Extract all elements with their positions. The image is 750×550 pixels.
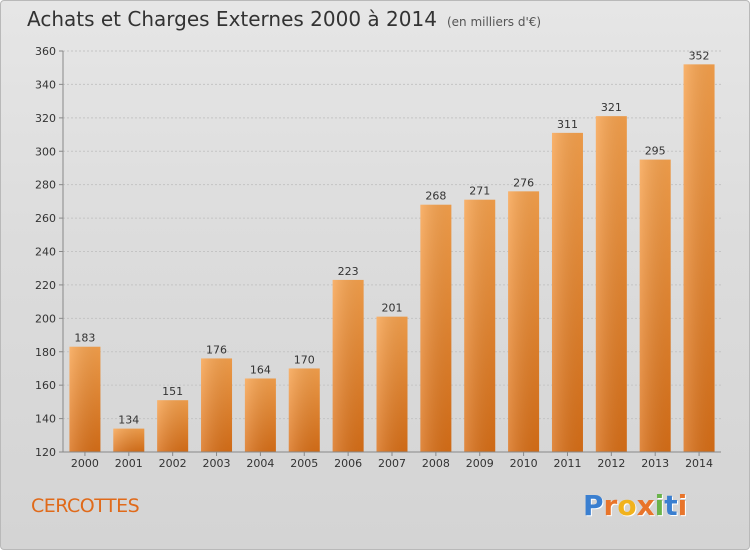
y-tick-label: 320 <box>35 112 56 125</box>
bar-shade-2007 <box>376 316 408 452</box>
x-tick-label-2006: 2006 <box>334 457 362 470</box>
logo-letter: i <box>677 489 688 522</box>
x-tick-label-2011: 2011 <box>553 457 581 470</box>
bar-shade-2005 <box>288 368 320 452</box>
y-tick-label: 180 <box>35 346 56 359</box>
logo-letter: r <box>603 489 618 522</box>
x-tick-label-2002: 2002 <box>159 457 187 470</box>
value-label-2006: 223 <box>338 265 359 278</box>
y-tick-label: 120 <box>35 446 56 459</box>
bar-shade-2014 <box>683 64 715 452</box>
value-label-2014: 352 <box>689 49 710 62</box>
bar-shade-2013 <box>639 159 671 452</box>
y-tick-label: 260 <box>35 212 56 225</box>
y-tick-label: 200 <box>35 312 56 325</box>
bar-shade-2010 <box>508 191 540 452</box>
logo-letter: o <box>617 489 637 522</box>
bar-shade-2011 <box>551 132 583 452</box>
value-label-2008: 268 <box>425 190 446 203</box>
value-label-2000: 183 <box>74 332 95 345</box>
x-tick-label-2013: 2013 <box>641 457 669 470</box>
commune-name: CERCOTTES <box>31 495 140 517</box>
x-axis: 2000 2001 2002 2003 2004 2005 2006 2007 2008 2009… <box>63 451 721 470</box>
x-tick-label-2010: 2010 <box>510 457 538 470</box>
bar-shade-2009 <box>464 199 496 452</box>
x-tick-label-2005: 2005 <box>290 457 318 470</box>
proxiti-logo: Proxiti <box>583 489 687 522</box>
bar-shade-2004 <box>244 378 276 452</box>
value-label-2001: 134 <box>118 414 139 427</box>
y-axis: 120 140 160 180 200 220 240 260 280 300 320 340 360 <box>35 45 64 459</box>
y-tick-label: 340 <box>35 78 56 91</box>
x-tick-label-2009: 2009 <box>466 457 494 470</box>
chart-title: Achats et Charges Externes 2000 à 2014 (e… <box>27 7 541 31</box>
bar-shade-2001 <box>113 428 145 452</box>
value-label-2012: 321 <box>601 101 622 114</box>
value-label-2013: 295 <box>645 145 666 158</box>
bar-shade-2002 <box>157 400 189 452</box>
logo-letter: t <box>664 489 678 522</box>
x-tick-label-2003: 2003 <box>203 457 231 470</box>
chart-subtitle: (en milliers d'€) <box>446 15 542 29</box>
value-label-2005: 170 <box>294 353 315 366</box>
value-label-2009: 271 <box>469 185 490 198</box>
y-tick-label: 160 <box>35 379 56 392</box>
value-label-2010: 276 <box>513 176 534 189</box>
x-tick-label-2008: 2008 <box>422 457 450 470</box>
x-tick-label-2004: 2004 <box>246 457 274 470</box>
bars: 183 134 151 176 164 170 223 201 268 271 276 311 321 2… <box>69 49 715 452</box>
value-label-2004: 164 <box>250 363 271 376</box>
chart-title-text: Achats et Charges Externes 2000 à 2014 <box>27 7 437 31</box>
y-tick-label: 220 <box>35 279 56 292</box>
bar-shade-2003 <box>201 358 233 452</box>
bar-shade-2000 <box>69 346 101 452</box>
x-tick-label-2000: 2000 <box>71 457 99 470</box>
y-tick-label: 240 <box>35 246 56 259</box>
x-tick-label-2012: 2012 <box>597 457 625 470</box>
logo-letter: i <box>654 489 665 522</box>
x-tick-label-2007: 2007 <box>378 457 406 470</box>
logo-letter: P <box>583 489 604 522</box>
x-tick-label-2001: 2001 <box>115 457 143 470</box>
value-label-2011: 311 <box>557 118 578 131</box>
bar-shade-2012 <box>595 116 627 452</box>
value-label-2003: 176 <box>206 343 227 356</box>
value-label-2002: 151 <box>162 385 183 398</box>
logo-letter: x <box>636 489 655 522</box>
y-tick-label: 140 <box>35 413 56 426</box>
bar-shade-2006 <box>332 279 364 452</box>
value-label-2007: 201 <box>382 302 403 315</box>
y-tick-label: 360 <box>35 45 56 58</box>
y-tick-label: 300 <box>35 145 56 158</box>
x-tick-label-2014: 2014 <box>685 457 713 470</box>
bar-shade-2008 <box>420 204 452 452</box>
y-tick-label: 280 <box>35 179 56 192</box>
